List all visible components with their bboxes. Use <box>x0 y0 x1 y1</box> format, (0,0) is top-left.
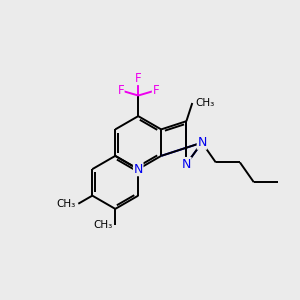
Text: F: F <box>135 71 142 85</box>
Text: N: N <box>134 163 143 176</box>
Text: F: F <box>152 84 159 97</box>
Text: CH₃: CH₃ <box>195 98 214 108</box>
Text: F: F <box>117 84 124 97</box>
Text: N: N <box>197 136 207 149</box>
Text: N: N <box>182 158 191 171</box>
Text: CH₃: CH₃ <box>93 220 112 230</box>
Text: CH₃: CH₃ <box>56 199 75 209</box>
